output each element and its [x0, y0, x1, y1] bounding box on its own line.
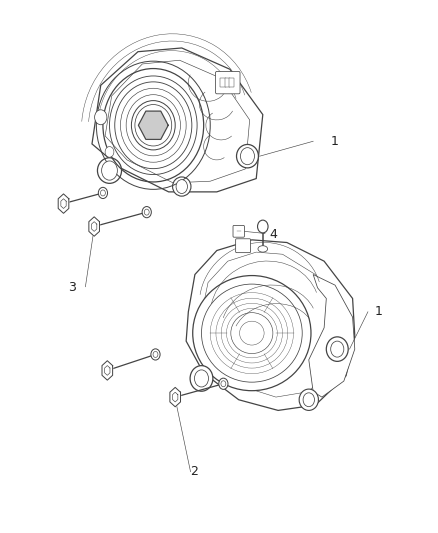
Circle shape: [219, 378, 228, 389]
Circle shape: [105, 147, 114, 157]
FancyBboxPatch shape: [220, 78, 226, 87]
Circle shape: [303, 393, 314, 407]
Circle shape: [151, 349, 160, 360]
Polygon shape: [309, 274, 355, 397]
Polygon shape: [102, 361, 113, 380]
Ellipse shape: [97, 158, 121, 183]
Ellipse shape: [190, 366, 213, 391]
Text: 1: 1: [374, 305, 382, 318]
Polygon shape: [186, 240, 355, 410]
Text: 2: 2: [191, 465, 198, 478]
Polygon shape: [92, 48, 263, 192]
Circle shape: [240, 148, 254, 165]
Polygon shape: [170, 387, 180, 407]
FancyBboxPatch shape: [229, 78, 234, 87]
Circle shape: [102, 161, 117, 180]
Ellipse shape: [326, 337, 348, 361]
Circle shape: [98, 187, 107, 198]
Text: 3: 3: [68, 281, 76, 294]
Ellipse shape: [237, 144, 258, 168]
Circle shape: [331, 341, 344, 357]
Polygon shape: [89, 217, 99, 236]
Circle shape: [194, 370, 208, 387]
FancyBboxPatch shape: [236, 239, 251, 253]
Circle shape: [176, 180, 187, 193]
Text: 1: 1: [331, 135, 339, 148]
Ellipse shape: [258, 246, 268, 252]
Ellipse shape: [299, 389, 318, 410]
Polygon shape: [58, 194, 69, 213]
FancyBboxPatch shape: [215, 71, 240, 94]
Text: 4: 4: [269, 228, 277, 241]
Circle shape: [142, 207, 152, 217]
FancyBboxPatch shape: [233, 225, 244, 237]
FancyBboxPatch shape: [225, 78, 230, 87]
Polygon shape: [138, 111, 168, 140]
Ellipse shape: [231, 313, 273, 353]
Ellipse shape: [173, 177, 191, 196]
Circle shape: [95, 110, 107, 125]
Circle shape: [258, 220, 268, 233]
Ellipse shape: [193, 276, 311, 391]
